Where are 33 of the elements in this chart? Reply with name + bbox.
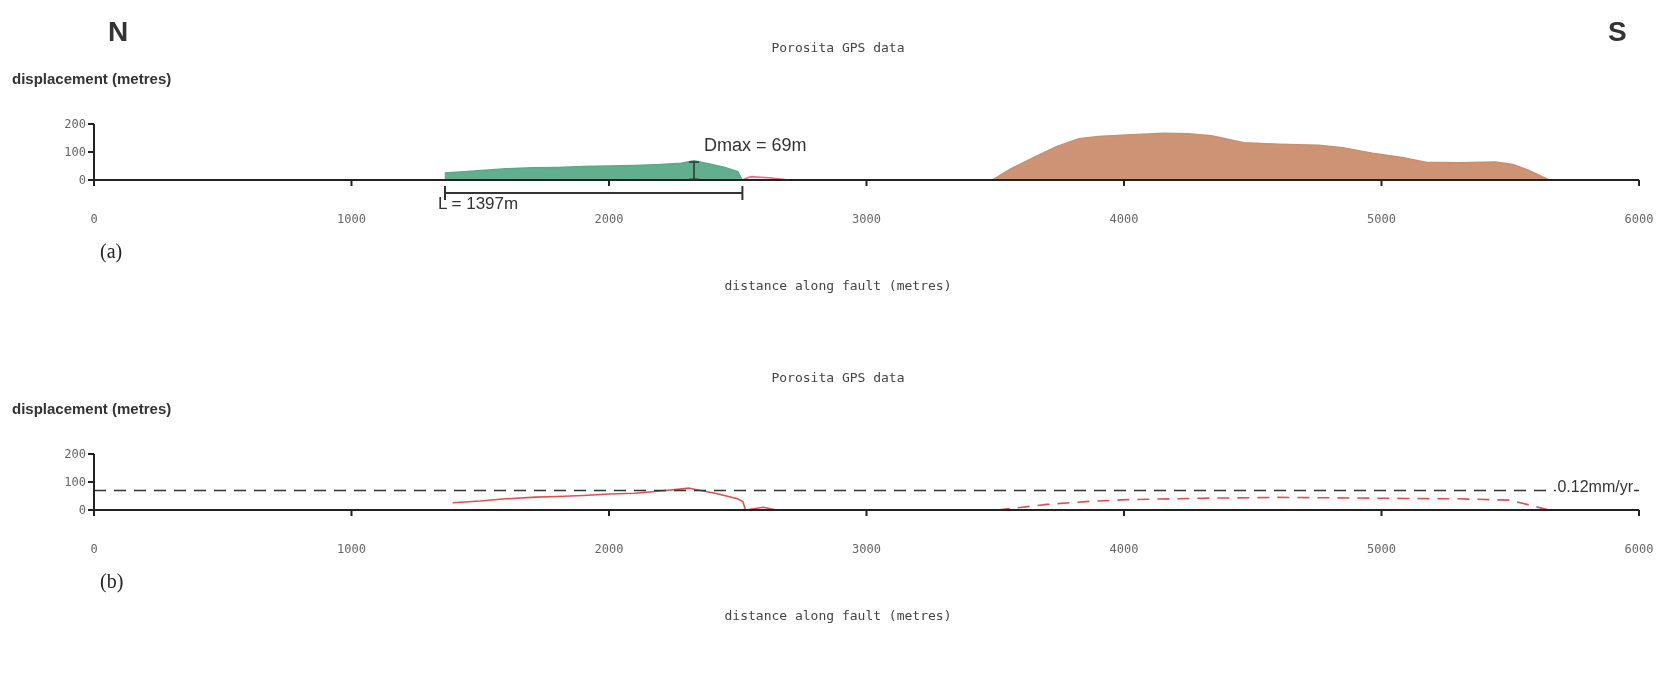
x-tick-label: 2000 [594, 541, 624, 556]
x-tick-label: 1000 [337, 541, 366, 556]
x-tick-label: 0 [90, 541, 98, 556]
text: N [108, 16, 129, 48]
chart-title: Porosita GPS data [771, 40, 905, 55]
x-tick-label: 6000 [1624, 541, 1654, 556]
annotation: Dmax = 69m [703, 134, 807, 156]
x-tick-label: 4000 [1109, 211, 1139, 226]
x-axis-title: distance along fault (metres) [723, 608, 953, 623]
x-axis-title: distance along fault (metres) [723, 278, 953, 293]
y-tick-label: 200 [64, 117, 86, 132]
x-tick-label: 5000 [1367, 541, 1396, 556]
x-tick-label: 3000 [852, 211, 881, 226]
x-tick-label: 3000 [852, 541, 881, 556]
chart-title: Porosita GPS data [770, 370, 906, 385]
y-tick-label: 200 [64, 447, 86, 462]
x-tick-label: 5000 [1367, 211, 1396, 226]
ref-line-label: 0.12mm/yr [1557, 478, 1634, 496]
y-axis-title: displacement (metres) [12, 400, 172, 417]
text: L = 1397m [438, 194, 519, 214]
y-tick-label: 0 [78, 503, 86, 518]
y-tick-label: 100 [64, 145, 86, 160]
text: (b) [100, 570, 124, 593]
text: (a) [100, 240, 123, 263]
y-tick-label: 100 [64, 475, 86, 490]
x-tick-label: 0 [90, 211, 98, 226]
x-tick-label: 4000 [1109, 541, 1139, 556]
x-tick-label: 6000 [1624, 211, 1654, 226]
text: S [1608, 16, 1627, 48]
x-tick-label: 2000 [594, 211, 624, 226]
y-axis-title: displacement (metres) [12, 70, 172, 87]
y-tick-label: 0 [78, 173, 86, 188]
x-tick-label: 1000 [337, 211, 366, 226]
